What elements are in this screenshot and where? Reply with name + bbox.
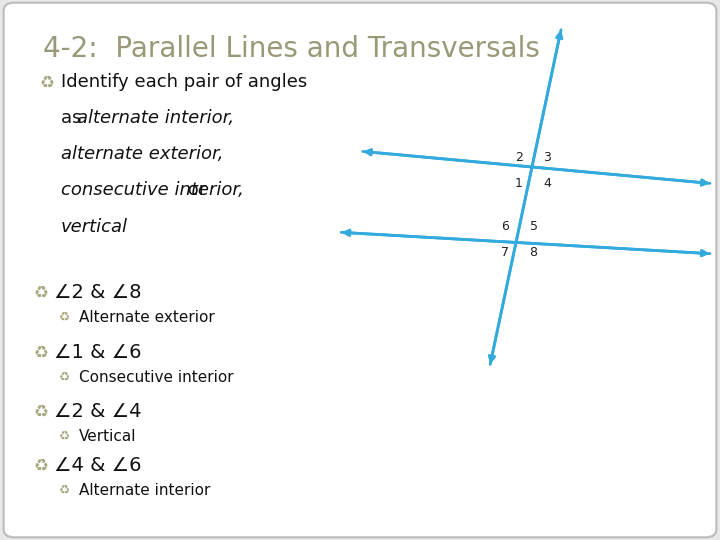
Text: ♻: ♻ (34, 343, 49, 361)
Text: ♻: ♻ (59, 370, 71, 383)
Text: ♻: ♻ (59, 429, 71, 442)
Text: Alternate interior: Alternate interior (79, 483, 210, 498)
Text: ∠4 & ∠6: ∠4 & ∠6 (54, 456, 142, 475)
Text: 2: 2 (515, 151, 523, 164)
Text: ♻: ♻ (59, 483, 71, 496)
Text: ♻: ♻ (34, 456, 49, 474)
Text: as: as (61, 109, 87, 127)
Text: consecutive interior,: consecutive interior, (61, 181, 244, 199)
Text: alternate interior,: alternate interior, (77, 109, 234, 127)
Text: ♻: ♻ (40, 73, 55, 91)
Text: vertical: vertical (61, 218, 128, 235)
Text: ♻: ♻ (34, 284, 49, 301)
Text: ♻: ♻ (34, 402, 49, 420)
Text: 4-2:  Parallel Lines and Transversals: 4-2: Parallel Lines and Transversals (43, 35, 540, 63)
Text: or: or (182, 181, 207, 199)
Text: ∠1 & ∠6: ∠1 & ∠6 (54, 343, 142, 362)
Text: Consecutive interior: Consecutive interior (79, 370, 234, 385)
Text: 5: 5 (529, 220, 538, 233)
Text: 7: 7 (501, 246, 509, 259)
FancyBboxPatch shape (4, 3, 716, 537)
Text: 8: 8 (529, 246, 538, 259)
Text: alternate exterior,: alternate exterior, (61, 145, 224, 163)
Text: Vertical: Vertical (79, 429, 137, 444)
Text: ∠2 & ∠8: ∠2 & ∠8 (54, 284, 142, 302)
Text: ♻: ♻ (59, 310, 71, 323)
Text: ∠2 & ∠4: ∠2 & ∠4 (54, 402, 142, 421)
Text: 3: 3 (544, 151, 551, 164)
Text: Alternate exterior: Alternate exterior (79, 310, 215, 326)
Text: 1: 1 (515, 177, 523, 190)
Text: 4: 4 (544, 177, 551, 190)
Text: 6: 6 (501, 220, 509, 233)
Text: Identify each pair of angles: Identify each pair of angles (61, 73, 307, 91)
